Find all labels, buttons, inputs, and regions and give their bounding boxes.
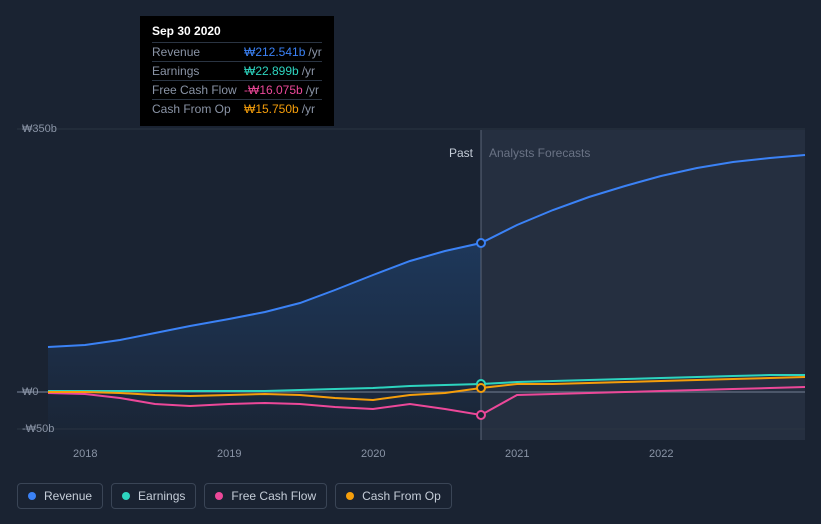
- tooltip-row: Free Cash Flow-₩16.075b/yr: [152, 80, 322, 99]
- tooltip-row-value: ₩22.899b: [244, 64, 299, 78]
- legend-item-label: Earnings: [138, 489, 185, 503]
- tooltip-row-label: Revenue: [152, 45, 244, 59]
- tooltip-row: Revenue₩212.541b/yr: [152, 42, 322, 61]
- tooltip-row-suffix: /yr: [306, 83, 319, 97]
- x-axis-label: 2018: [73, 448, 97, 460]
- tooltip-row-suffix: /yr: [302, 102, 315, 116]
- legend-item[interactable]: Cash From Op: [335, 483, 452, 509]
- tooltip-row-value: -₩16.075b: [244, 83, 303, 97]
- tooltip-row-label: Earnings: [152, 64, 244, 78]
- y-axis-label: -₩50b: [22, 423, 54, 435]
- legend-item-label: Free Cash Flow: [231, 489, 316, 503]
- tooltip-row: Cash From Op₩15.750b/yr: [152, 99, 322, 118]
- legend-item[interactable]: Revenue: [17, 483, 103, 509]
- chart-tooltip: Sep 30 2020 Revenue₩212.541b/yrEarnings₩…: [140, 16, 334, 126]
- legend-dot-icon: [28, 492, 36, 500]
- x-axis-label: 2022: [649, 448, 673, 460]
- y-axis-label: ₩350b: [22, 123, 57, 135]
- legend-dot-icon: [122, 492, 130, 500]
- legend-item-label: Cash From Op: [362, 489, 441, 503]
- financial-chart: [0, 0, 821, 524]
- tooltip-row: Earnings₩22.899b/yr: [152, 61, 322, 80]
- x-axis-label: 2021: [505, 448, 529, 460]
- legend-dot-icon: [346, 492, 354, 500]
- x-axis-label: 2019: [217, 448, 241, 460]
- legend-dot-icon: [215, 492, 223, 500]
- legend-item-label: Revenue: [44, 489, 92, 503]
- tooltip-row-value: ₩212.541b: [244, 45, 305, 59]
- tooltip-row-suffix: /yr: [308, 45, 321, 59]
- x-axis-label: 2020: [361, 448, 385, 460]
- tooltip-row-value: ₩15.750b: [244, 102, 299, 116]
- legend-item[interactable]: Free Cash Flow: [204, 483, 327, 509]
- forecast-region-label: Analysts Forecasts: [489, 146, 590, 160]
- y-axis-label: ₩0: [22, 386, 39, 398]
- past-region-label: Past: [449, 146, 473, 160]
- tooltip-row-label: Cash From Op: [152, 102, 244, 116]
- tooltip-row-label: Free Cash Flow: [152, 83, 244, 97]
- tooltip-date: Sep 30 2020: [152, 24, 322, 38]
- chart-legend: Revenue Earnings Free Cash Flow Cash From O…: [17, 483, 452, 509]
- legend-item[interactable]: Earnings: [111, 483, 196, 509]
- tooltip-row-suffix: /yr: [302, 64, 315, 78]
